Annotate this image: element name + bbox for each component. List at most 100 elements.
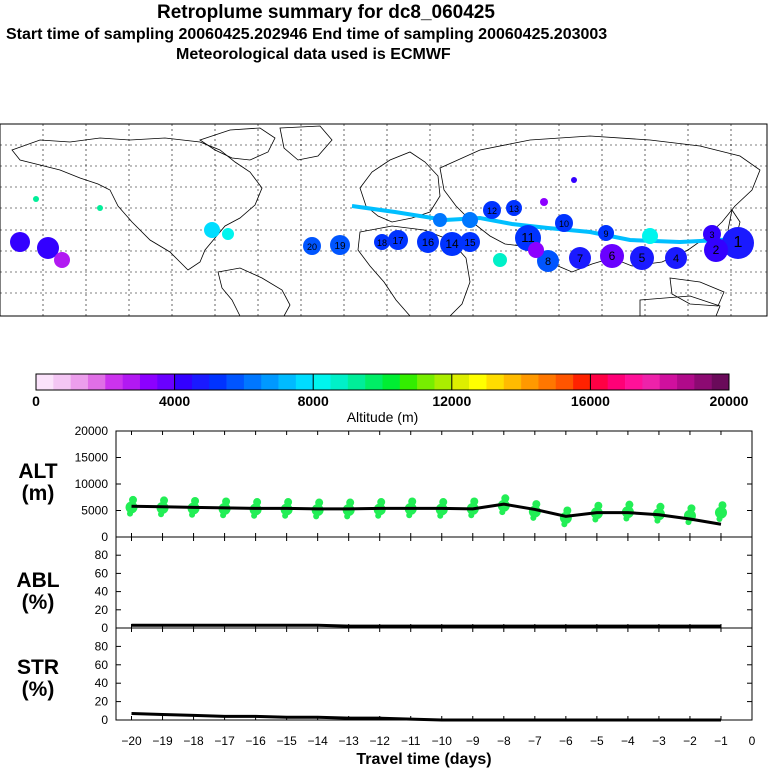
colorbar-swatch bbox=[87, 374, 106, 390]
y-tick-label: 20000 bbox=[75, 424, 109, 438]
colorbar-tick-label: 8000 bbox=[298, 393, 329, 409]
colorbar-swatch bbox=[469, 374, 487, 390]
colorbar-swatch bbox=[209, 374, 227, 390]
colorbar-swatch bbox=[313, 374, 331, 390]
plume-cluster-marker bbox=[374, 234, 390, 250]
plume-cluster-marker bbox=[330, 235, 350, 255]
y-tick-label: 20 bbox=[95, 603, 109, 617]
colorbar-swatch bbox=[105, 374, 123, 390]
colorbar-swatch bbox=[677, 374, 695, 390]
y-tick-label: 15000 bbox=[75, 451, 109, 465]
alt-dot bbox=[284, 498, 293, 507]
plume-cluster-marker bbox=[540, 198, 548, 206]
x-tick-label: −14 bbox=[307, 734, 328, 748]
x-tick-label: −12 bbox=[370, 734, 391, 748]
plume-cluster-label: 15 bbox=[464, 238, 476, 249]
plume-cluster-marker bbox=[303, 237, 321, 255]
x-tick-label: −18 bbox=[183, 734, 204, 748]
plume-cluster-label: 11 bbox=[521, 230, 535, 245]
plume-cluster-label: 12 bbox=[487, 206, 497, 216]
plume-cluster-marker bbox=[537, 250, 559, 272]
colorbar-swatch bbox=[191, 374, 210, 390]
colorbar-swatch bbox=[659, 374, 678, 390]
colorbar-swatch bbox=[642, 374, 660, 390]
x-tick-label: −16 bbox=[245, 734, 266, 748]
plume-cluster-label: 17 bbox=[392, 236, 404, 247]
plume-cluster-marker bbox=[598, 225, 614, 241]
plume-cluster-marker bbox=[222, 228, 234, 240]
plume-cluster-marker bbox=[483, 201, 501, 219]
colorbar-swatch bbox=[451, 374, 470, 390]
colorbar-swatch bbox=[53, 374, 71, 390]
y-tick-label: 80 bbox=[95, 639, 109, 653]
plume-cluster-marker bbox=[642, 228, 658, 244]
colorbar-swatch bbox=[157, 374, 175, 390]
series-line bbox=[131, 712, 721, 722]
plume-cluster-marker bbox=[571, 177, 577, 183]
x-tick-label: −11 bbox=[401, 734, 421, 748]
plume-cluster-marker bbox=[569, 247, 591, 269]
alt-dot bbox=[625, 500, 634, 509]
plume-cluster-marker bbox=[722, 227, 754, 259]
series-line bbox=[131, 502, 722, 526]
plume-cluster-label: 6 bbox=[609, 249, 616, 263]
x-tick-label: −2 bbox=[683, 734, 697, 748]
x-axis-label: Travel time (days) bbox=[356, 751, 491, 768]
alt-dot bbox=[470, 497, 479, 506]
plume-cluster-label: 18 bbox=[377, 238, 387, 248]
x-tick-label: −19 bbox=[152, 734, 173, 748]
plume-cluster-marker bbox=[440, 232, 464, 256]
plume-cluster-marker bbox=[33, 196, 39, 202]
colorbar-swatch bbox=[174, 374, 193, 390]
colorbar-swatch bbox=[486, 374, 505, 390]
colorbar-swatch bbox=[434, 374, 453, 390]
y-tick-label: 40 bbox=[95, 676, 109, 690]
colorbar-swatch bbox=[399, 374, 418, 390]
colorbar-swatch bbox=[694, 374, 712, 390]
alt-dot bbox=[315, 498, 324, 507]
alt-dot bbox=[160, 496, 169, 505]
plume-cluster-label: 10 bbox=[559, 219, 569, 229]
alt-dot bbox=[129, 495, 138, 504]
colorbar-swatch bbox=[365, 374, 383, 390]
plume-cluster-label: 1 bbox=[734, 234, 743, 251]
panel-ylabel: (%) bbox=[22, 678, 55, 701]
colorbar-swatch bbox=[625, 374, 643, 390]
met-data-line: Meteorological data used is ECMWF bbox=[176, 46, 451, 63]
alt-dot bbox=[497, 499, 510, 512]
y-tick-label: 0 bbox=[101, 621, 108, 635]
y-tick-label: 0 bbox=[101, 713, 108, 727]
alt-dot bbox=[687, 504, 696, 513]
plume-cluster-marker bbox=[388, 230, 408, 250]
alt-dot bbox=[501, 494, 510, 503]
panel-ylabel: ABL bbox=[16, 569, 59, 592]
plume-cluster-label: 20 bbox=[307, 242, 317, 252]
colorbar-label: Altitude (m) bbox=[347, 409, 419, 425]
plume-cluster-marker bbox=[204, 222, 220, 238]
plume-cluster-label: 13 bbox=[509, 204, 519, 214]
alt-dot bbox=[346, 498, 355, 507]
colorbar-swatch bbox=[417, 374, 435, 390]
panel-ylabel: ALT bbox=[18, 460, 57, 483]
panel-ylabel: (m) bbox=[22, 482, 55, 505]
colorbar-tick-label: 4000 bbox=[159, 393, 190, 409]
plume-cluster-label: 7 bbox=[577, 253, 583, 265]
plume-cluster-marker bbox=[630, 246, 654, 270]
y-tick-label: 10000 bbox=[75, 477, 109, 491]
x-tick-label: −13 bbox=[339, 734, 360, 748]
colorbar-swatch bbox=[226, 374, 245, 390]
plume-cluster-marker bbox=[528, 242, 544, 258]
plume-cluster-label: 14 bbox=[445, 237, 459, 251]
colorbar-swatch bbox=[503, 374, 522, 390]
colorbar-swatch bbox=[607, 374, 626, 390]
y-tick-label: 0 bbox=[101, 530, 108, 544]
colorbar-swatch bbox=[521, 374, 539, 390]
plume-cluster-label: 5 bbox=[639, 251, 646, 265]
x-tick-label: −15 bbox=[276, 734, 297, 748]
x-tick-label: −3 bbox=[652, 734, 666, 748]
colorbar-swatch bbox=[590, 374, 609, 390]
plume-cluster-marker bbox=[703, 225, 721, 243]
